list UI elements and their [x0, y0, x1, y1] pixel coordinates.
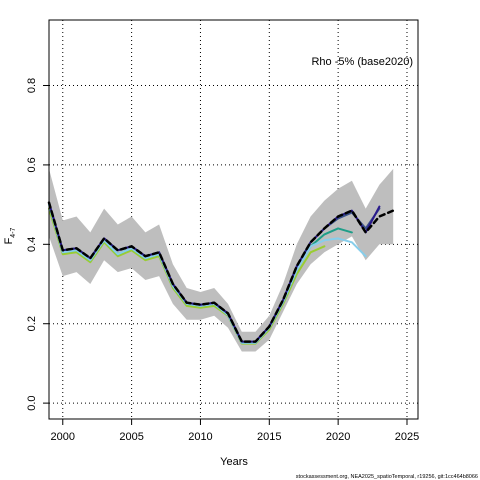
axes: 2000 2005 2010 2015 2020 2025 0.0 0.2 0.4 0.6 0.8: [26, 78, 419, 443]
y-axis-label-main: F: [3, 237, 15, 244]
confidence-band: [49, 168, 394, 352]
y-tick-label: 0.0: [26, 395, 38, 410]
y-axis-label: F4-7: [3, 227, 17, 244]
x-axis-label: Years: [220, 456, 248, 468]
y-tick-label: 0.2: [26, 316, 38, 331]
footer-note: stockassessment.org, NEA2025_spatioTempo…: [296, 474, 478, 480]
x-tick-label: 2010: [188, 431, 212, 443]
y-axis-label-subscript: 4-7: [10, 227, 17, 237]
chart-annotation: Rho -5% (base2020): [311, 56, 413, 68]
series-line-6: [47, 201, 395, 343]
x-tick-label: 2020: [326, 431, 350, 443]
confidence-band-area: [49, 168, 394, 352]
x-tick-label: 2000: [51, 431, 75, 443]
y-tick-label: 0.4: [26, 237, 38, 252]
series-lines: [47, 201, 395, 345]
x-tick-label: 2025: [395, 431, 419, 443]
y-tick-label: 0.8: [26, 78, 38, 93]
y-tick-label: 0.6: [26, 157, 38, 172]
x-tick-label: 2005: [119, 431, 143, 443]
x-tick-label: 2015: [257, 431, 281, 443]
plot-frame: [48, 19, 419, 420]
